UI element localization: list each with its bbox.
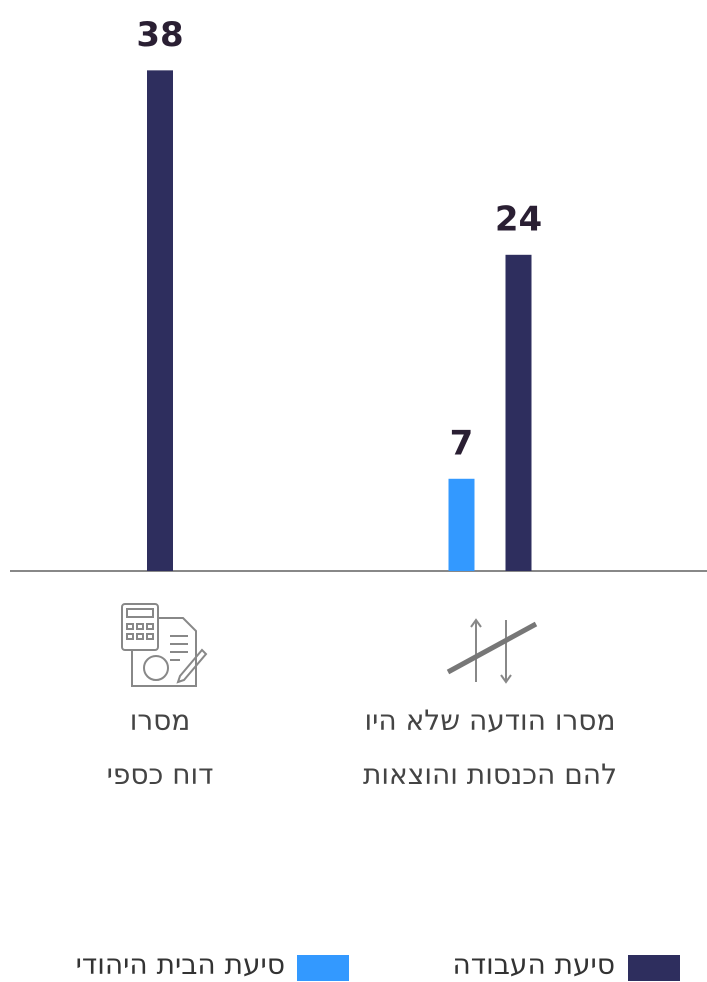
icon-financial-report [121,603,208,687]
bar [147,70,173,571]
category-label: מסרו [130,704,191,737]
value-label: 38 [136,15,183,55]
icon-no-income [446,618,538,684]
value-label: 24 [495,199,542,239]
legend-label: סיעת הבית היהודי [76,948,285,981]
category-label: דוח כספי [107,758,214,791]
value-label: 7 [450,423,474,463]
category-label: להם הכנסות והוצאות [363,758,617,791]
legend-swatch [297,955,349,981]
bar [505,254,532,572]
bar [448,478,475,571]
category-label: מסרו הודעה שלא היו [364,704,615,737]
legend-swatch [628,955,680,981]
legend-label: סיעת העבודה [453,948,615,981]
